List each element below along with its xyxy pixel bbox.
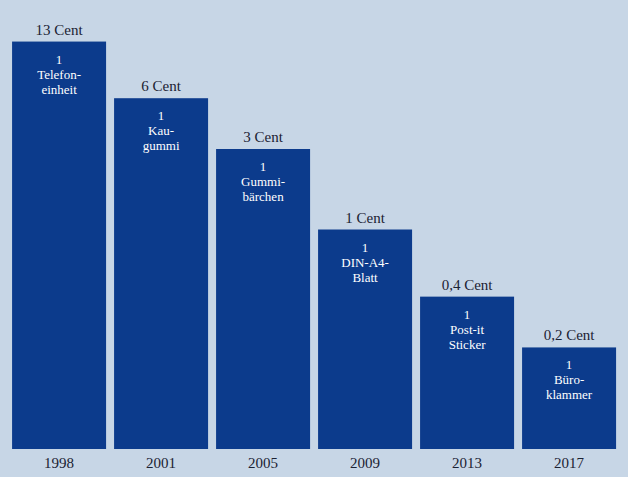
svg-text:2009: 2009 — [350, 455, 380, 471]
svg-text:Telefon-: Telefon- — [37, 67, 81, 82]
svg-text:2017: 2017 — [554, 455, 585, 471]
svg-text:6 Cent: 6 Cent — [141, 78, 181, 94]
svg-text:0,4 Cent: 0,4 Cent — [442, 277, 494, 293]
svg-text:gummi: gummi — [143, 138, 180, 153]
svg-text:1998: 1998 — [44, 455, 74, 471]
svg-text:1: 1 — [362, 240, 369, 255]
svg-text:0,2 Cent: 0,2 Cent — [544, 327, 596, 343]
svg-text:Büro-: Büro- — [554, 372, 584, 387]
svg-text:1: 1 — [56, 52, 63, 67]
svg-text:Kau-: Kau- — [148, 123, 174, 138]
svg-text:2001: 2001 — [146, 455, 176, 471]
svg-text:bärchen: bärchen — [243, 189, 285, 204]
svg-text:1: 1 — [260, 159, 267, 174]
svg-text:2013: 2013 — [452, 455, 482, 471]
svg-text:13 Cent: 13 Cent — [36, 22, 84, 38]
svg-text:Sticker: Sticker — [449, 337, 486, 352]
svg-text:3 Cent: 3 Cent — [243, 129, 283, 145]
svg-text:Blatt: Blatt — [352, 270, 378, 285]
svg-text:1: 1 — [158, 108, 165, 123]
svg-text:klammer: klammer — [546, 387, 593, 402]
svg-text:einheit: einheit — [41, 82, 77, 97]
svg-text:2005: 2005 — [248, 455, 278, 471]
svg-text:1 Cent: 1 Cent — [345, 210, 385, 226]
svg-text:Post-it: Post-it — [450, 322, 484, 337]
svg-text:1: 1 — [566, 357, 573, 372]
svg-text:1: 1 — [464, 307, 471, 322]
svg-text:Gummi-: Gummi- — [241, 174, 285, 189]
svg-text:DIN-A4-: DIN-A4- — [341, 255, 389, 270]
